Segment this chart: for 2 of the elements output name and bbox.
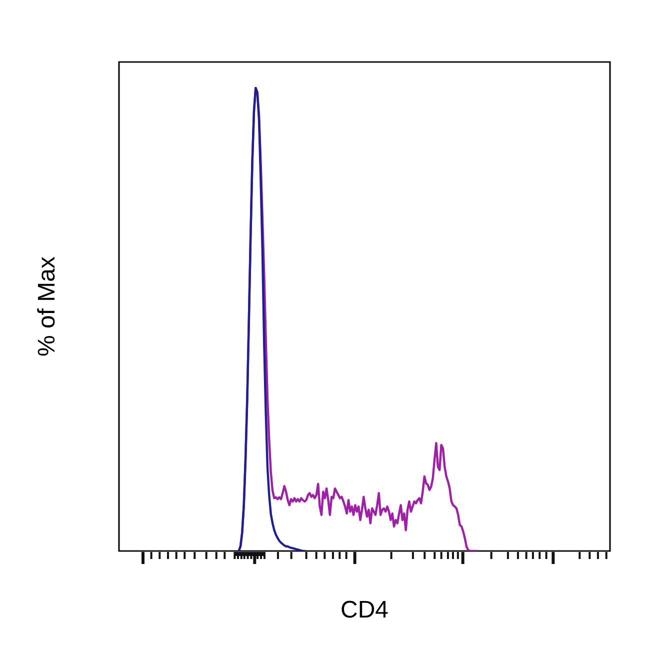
x-axis-title: CD4 (340, 596, 389, 624)
y-axis-title: % of Max (34, 256, 61, 357)
